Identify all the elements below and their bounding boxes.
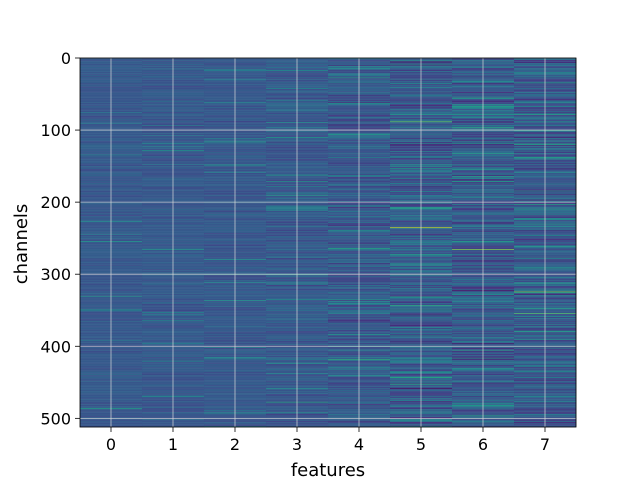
y-tick-label: 400 (40, 337, 71, 356)
x-tick-label: 7 (540, 435, 550, 454)
gridlines (80, 57, 576, 427)
y-axis-ticks: 0 100 200 300 400 500 (40, 49, 80, 428)
y-tick-label: 0 (61, 49, 71, 68)
y-tick-label: 500 (40, 409, 71, 428)
x-axis-ticks: 0 1 2 3 4 5 6 7 (106, 427, 550, 454)
y-axis-label: channels (11, 204, 32, 285)
heatmap-cells (80, 58, 577, 428)
y-tick-label: 300 (40, 265, 71, 284)
x-tick-label: 5 (416, 435, 426, 454)
x-tick-label: 1 (168, 435, 178, 454)
x-tick-label: 0 (106, 435, 116, 454)
x-tick-label: 2 (230, 435, 240, 454)
x-tick-label: 6 (478, 435, 488, 454)
plot-frame (79, 57, 577, 428)
x-tick-label: 3 (292, 435, 302, 454)
x-axis-label: features (291, 460, 365, 480)
y-tick-label: 100 (40, 121, 71, 140)
y-tick-label: 200 (40, 193, 71, 212)
x-tick-label: 4 (354, 435, 364, 454)
